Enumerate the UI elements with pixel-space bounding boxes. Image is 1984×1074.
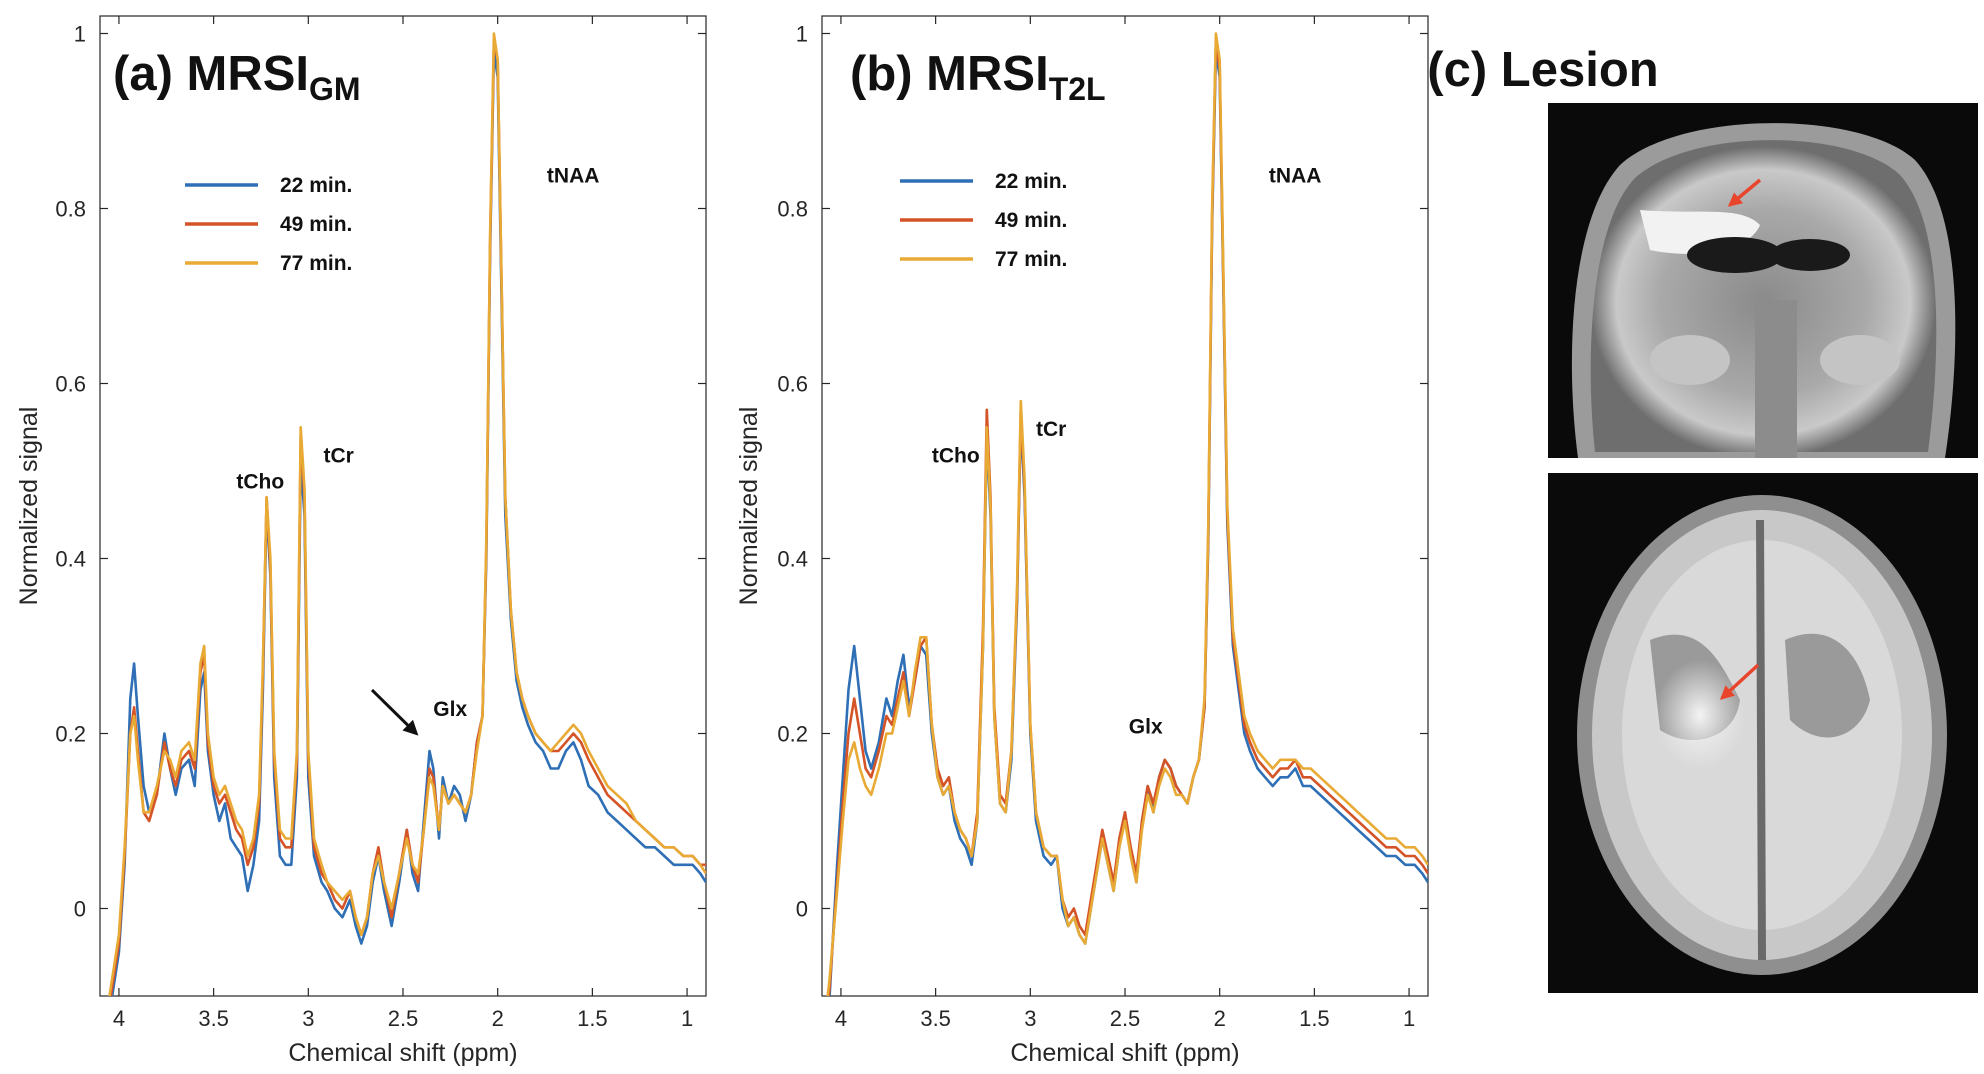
x-axis-label-b: Chemical shift (ppm) — [1010, 1039, 1239, 1067]
peak-label-tcr: tCr — [1036, 418, 1066, 441]
y-axis-label-a: Normalized signal — [15, 407, 43, 606]
panel-b: 4 3.5 3 2.5 2 1.5 1 0 0.2 0.4 0.6 0.8 1 Chemical shi… — [735, 15, 1429, 1067]
x-tick-label: 1.5 — [1299, 1006, 1330, 1031]
legend-a: 22 min. 49 min. 77 min. — [185, 174, 352, 275]
legend-label: 22 min. — [280, 174, 352, 197]
panel-c: (c) Lesion — [1427, 43, 1978, 993]
peak-label-glx: Glx — [1129, 716, 1163, 739]
y-tick-label: 0.4 — [55, 547, 86, 572]
lesion-arrow-axial — [1719, 663, 1760, 700]
peak-annotations-a: tCho tCr tNAA Glx — [236, 164, 600, 736]
axis-ticks-b: 4 3.5 3 2.5 2 1.5 1 0 0.2 0.4 0.6 0.8 1 — [777, 16, 1428, 1031]
series-line-77min — [108, 32, 706, 996]
mri-coronal-image — [1548, 103, 1978, 459]
y-tick-label: 0.2 — [777, 722, 808, 747]
x-tick-label: 3.5 — [198, 1006, 229, 1031]
y-tick-label: 0.8 — [777, 197, 808, 222]
lesion-arrow-coronal — [1727, 178, 1762, 207]
x-tick-label: 1 — [681, 1006, 693, 1031]
x-tick-label: 2 — [1214, 1006, 1226, 1031]
x-tick-label: 3.5 — [920, 1006, 951, 1031]
y-tick-label: 0.4 — [777, 547, 808, 572]
series-line-49min — [827, 41, 1428, 996]
legend-label: 49 min. — [995, 209, 1067, 232]
peak-label-tcr: tCr — [323, 444, 353, 467]
y-tick-label: 0.8 — [55, 197, 86, 222]
y-tick-label: 0 — [74, 897, 86, 922]
x-tick-label: 3 — [302, 1006, 314, 1031]
panel-title-c: (c) Lesion — [1427, 43, 1658, 97]
peak-label-tcho: tCho — [236, 471, 284, 494]
x-tick-label: 2 — [492, 1006, 504, 1031]
x-tick-label: 1.5 — [577, 1006, 608, 1031]
peak-label-tcho: tCho — [932, 444, 980, 467]
legend-label: 77 min. — [280, 252, 352, 275]
x-tick-label: 4 — [113, 1006, 125, 1031]
x-tick-label: 3 — [1024, 1006, 1036, 1031]
peak-label-glx: Glx — [433, 698, 467, 721]
y-tick-label: 0.6 — [55, 372, 86, 397]
x-tick-label: 2.5 — [388, 1006, 419, 1031]
series-line-77min — [826, 32, 1428, 996]
axis-ticks-a: 4 3.5 3 2.5 2 1.5 1 0 0.2 0.4 0.6 0.8 1 — [55, 16, 706, 1031]
legend-label: 49 min. — [280, 213, 352, 236]
series-line-49min — [109, 41, 706, 996]
y-tick-label: 0.2 — [55, 722, 86, 747]
glx-arrow — [370, 688, 419, 736]
panel-title-b-subscript: T2L — [1049, 71, 1106, 107]
y-axis-label-b: Normalized signal — [735, 407, 763, 606]
legend-label: 77 min. — [995, 248, 1067, 271]
panel-a: 4 3.5 3 2.5 2 1.5 1 0 0.2 0.4 0.6 0.8 1 Chemical shi… — [15, 15, 707, 1067]
series-line-22min — [828, 49, 1428, 996]
peak-annotations-b: tCho tCr tNAA Glx — [932, 164, 1322, 738]
mri-axial-image — [1548, 473, 1978, 993]
x-axis-label-a: Chemical shift (ppm) — [288, 1039, 517, 1067]
plot-frame-b — [821, 15, 1429, 997]
panel-title-a: (a) MRSIGM — [113, 47, 361, 107]
series-group-a — [108, 32, 706, 996]
peak-label-tnaa: tNAA — [547, 164, 600, 187]
series-line-22min — [110, 49, 706, 996]
series-group-b — [826, 32, 1428, 996]
y-tick-label: 1 — [74, 22, 86, 47]
y-tick-label: 1 — [796, 22, 808, 47]
x-tick-label: 1 — [1403, 1006, 1415, 1031]
peak-label-tnaa: tNAA — [1269, 164, 1322, 187]
y-tick-label: 0 — [796, 897, 808, 922]
x-tick-label: 2.5 — [1110, 1006, 1141, 1031]
y-tick-label: 0.6 — [777, 372, 808, 397]
panel-title-a-subscript: GM — [309, 71, 361, 107]
x-tick-label: 4 — [835, 1006, 847, 1031]
legend-label: 22 min. — [995, 170, 1067, 193]
lesion-hyperintensity-axial — [1655, 660, 1745, 770]
panel-title-b: (b) MRSIT2L — [850, 47, 1106, 107]
legend-b: 22 min. 49 min. 77 min. — [900, 170, 1067, 271]
